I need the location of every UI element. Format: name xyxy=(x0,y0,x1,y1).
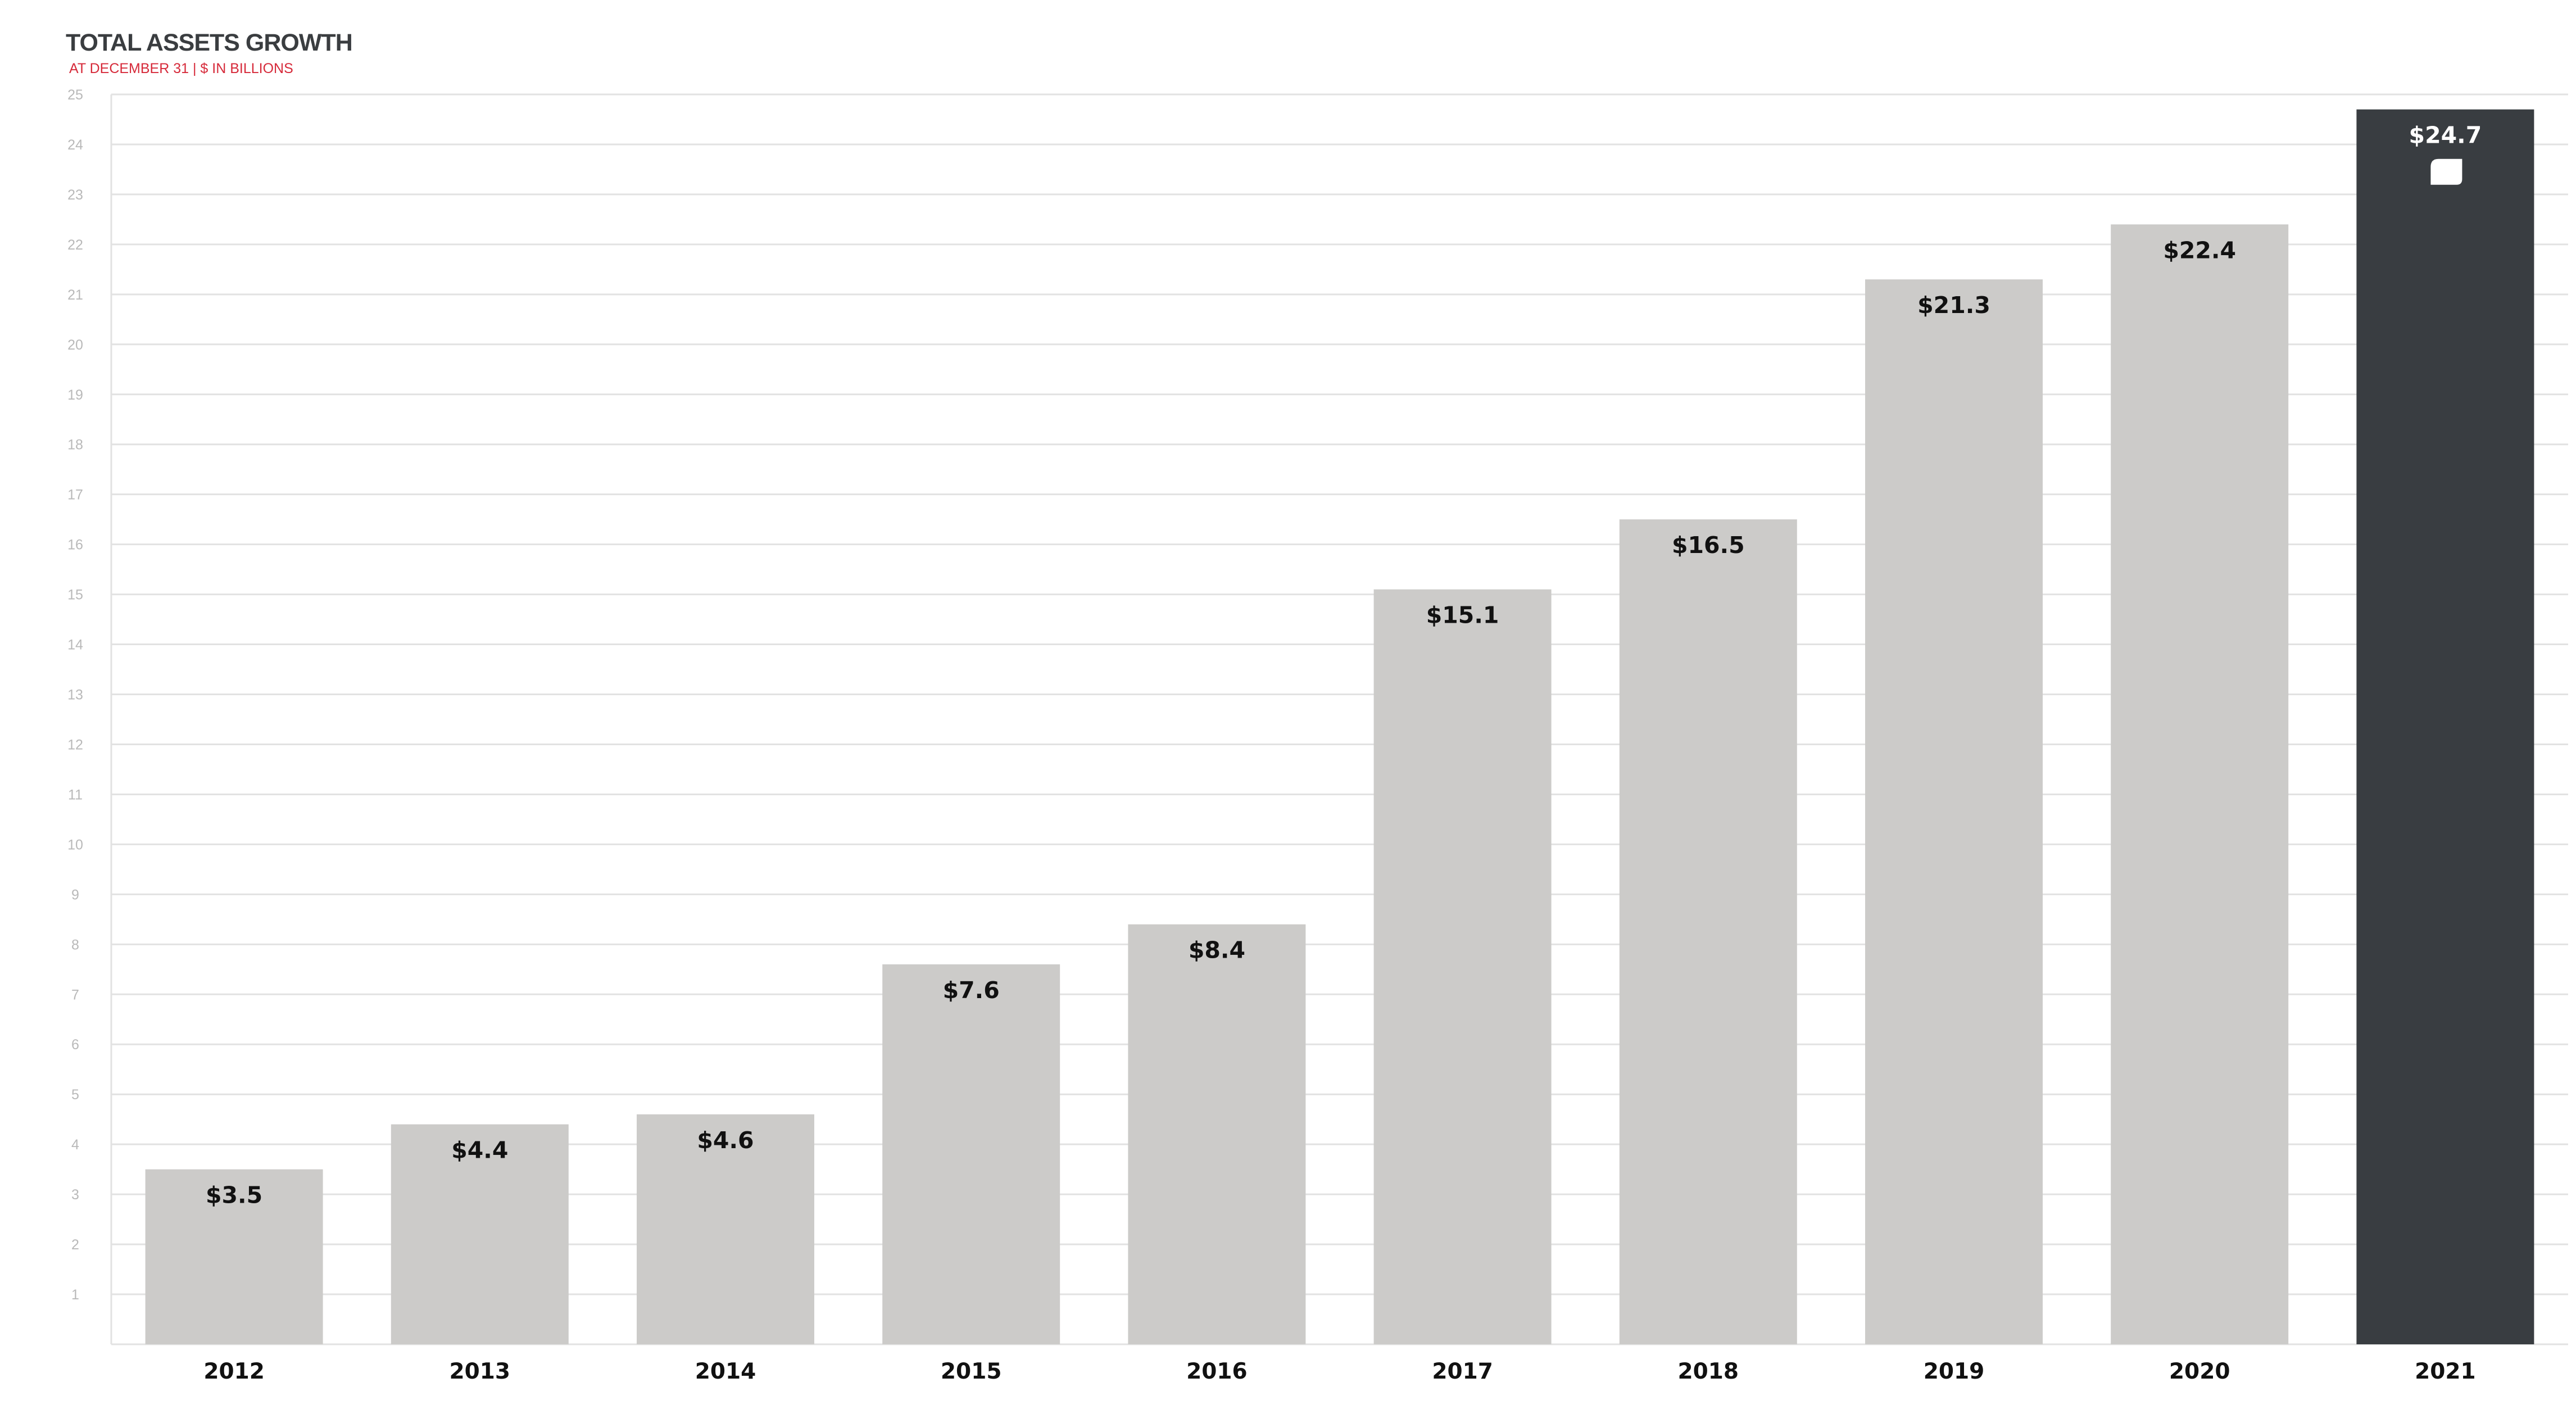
data-label-2014: $4.6 xyxy=(697,1127,754,1154)
x-tick-label: 2021 xyxy=(2415,1359,2476,1384)
x-tick-label: 2013 xyxy=(450,1359,511,1384)
bar-2017 xyxy=(1373,589,1552,1344)
bar-2019 xyxy=(1865,279,2043,1345)
bar-2021 xyxy=(2356,109,2534,1345)
y-tick-label: 23 xyxy=(67,187,83,203)
y-tick-label: 1 xyxy=(71,1287,79,1303)
y-tick-label: 21 xyxy=(67,287,83,303)
y-tick-label: 7 xyxy=(71,987,79,1003)
x-tick-label: 2015 xyxy=(941,1359,1002,1384)
y-tick-label: 19 xyxy=(67,387,83,403)
y-tick-label: 4 xyxy=(71,1137,79,1153)
x-tick-label: 2012 xyxy=(203,1359,265,1384)
y-tick-label: 11 xyxy=(68,787,83,803)
y-tick-label: 24 xyxy=(67,137,83,153)
data-label-2015: $7.6 xyxy=(943,977,1000,1004)
y-tick-label: 20 xyxy=(67,337,83,353)
bar-2015 xyxy=(882,964,1060,1344)
bar-2018 xyxy=(1619,519,1797,1345)
data-label-2018: $16.5 xyxy=(1672,532,1745,559)
y-tick-label: 17 xyxy=(67,487,83,503)
data-label-2021: $24.7 xyxy=(2409,122,2482,149)
y-tick-label: 14 xyxy=(67,637,83,653)
bar-2013 xyxy=(391,1124,569,1344)
y-tick-label: 16 xyxy=(67,537,83,553)
y-tick-label: 2 xyxy=(71,1237,79,1253)
bar-2020 xyxy=(2111,224,2289,1344)
x-tick-label: 2020 xyxy=(2169,1359,2230,1384)
bar-2012 xyxy=(145,1169,323,1344)
data-label-2019: $21.3 xyxy=(1917,292,1990,319)
bars: $3.5 $4.4 $4.6 $7.6 $8.4 $15.1 $16.5 $21.3 $22.4… xyxy=(145,109,2534,1345)
y-axis-ticks: 1234567891011121314151617181920212223242… xyxy=(67,87,83,1303)
y-tick-label: 22 xyxy=(67,237,83,253)
x-tick-label: 2014 xyxy=(695,1359,756,1384)
y-tick-label: 6 xyxy=(71,1037,79,1053)
data-label-2017: $15.1 xyxy=(1426,602,1499,629)
y-tick-label: 15 xyxy=(67,587,83,603)
data-label-2020: $22.4 xyxy=(2163,237,2236,264)
y-tick-label: 5 xyxy=(71,1087,79,1103)
y-tick-label: 10 xyxy=(67,837,83,853)
x-tick-label: 2016 xyxy=(1186,1359,1248,1384)
data-label-2016: $8.4 xyxy=(1189,937,1245,964)
y-tick-label: 25 xyxy=(67,87,83,103)
y-tick-label: 13 xyxy=(67,687,83,703)
y-tick-label: 12 xyxy=(67,737,83,753)
y-tick-label: 3 xyxy=(71,1187,79,1203)
data-label-2012: $3.5 xyxy=(206,1182,262,1209)
x-tick-label: 2019 xyxy=(1924,1359,1985,1384)
bar-2014 xyxy=(637,1114,814,1344)
chat-bubble-icon xyxy=(2430,158,2462,185)
y-tick-label: 18 xyxy=(67,437,83,453)
y-tick-label: 8 xyxy=(71,937,79,953)
chart-subtitle: AT DECEMBER 31 | $ IN BILLIONS xyxy=(69,61,293,76)
chart-title: TOTAL ASSETS GROWTH xyxy=(66,29,353,56)
y-tick-label: 9 xyxy=(71,887,79,903)
x-tick-label: 2018 xyxy=(1678,1359,1739,1384)
bar-2016 xyxy=(1128,924,1306,1344)
x-tick-label: 2017 xyxy=(1432,1359,1493,1384)
data-label-2013: $4.4 xyxy=(451,1137,508,1164)
x-axis-ticks: 2012 2013 2014 2015 2016 2017 2018 2019 2020 2021 xyxy=(203,1359,2475,1384)
